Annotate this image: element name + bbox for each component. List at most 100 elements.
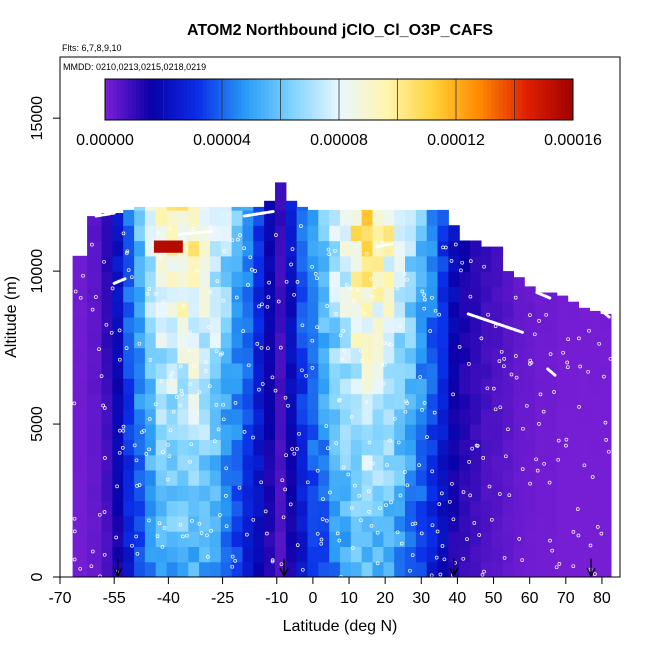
sample-point xyxy=(216,427,221,432)
sample-point xyxy=(513,295,518,300)
heatmap-cell xyxy=(134,424,146,440)
heatmap-cell xyxy=(285,546,298,563)
sample-point xyxy=(121,424,126,429)
heatmap-cell xyxy=(72,561,88,577)
heatmap-cell xyxy=(600,393,612,410)
colorbar-segment xyxy=(280,79,285,120)
sample-point xyxy=(571,564,576,569)
sample-point xyxy=(259,345,264,350)
heatmap-cell xyxy=(112,255,124,272)
heatmap-cell xyxy=(415,515,428,532)
heatmap-cell xyxy=(101,240,113,257)
heatmap-cell xyxy=(72,317,88,333)
heatmap-cell xyxy=(556,408,569,425)
heatmap-cell xyxy=(394,378,406,395)
sample-point xyxy=(118,428,122,433)
colorbar-segment xyxy=(506,79,512,120)
sample-point xyxy=(385,463,389,467)
heatmap-cell xyxy=(329,531,341,547)
heatmap-cell xyxy=(112,271,124,287)
heatmap-cell xyxy=(253,561,265,577)
heatmap-cell xyxy=(112,485,124,502)
heatmap-cell xyxy=(101,531,113,547)
heatmap-cell xyxy=(275,531,287,547)
heatmap-cell xyxy=(253,531,265,547)
heatmap-cell xyxy=(275,546,287,563)
sample-point xyxy=(270,558,275,562)
heatmap-cell xyxy=(199,424,211,440)
heatmap-cell xyxy=(448,408,460,425)
heatmap-cell xyxy=(437,408,449,425)
heatmap-cell xyxy=(545,531,558,547)
x-tick-label: 80 xyxy=(593,590,611,607)
sample-point xyxy=(188,382,193,387)
heatmap-cell xyxy=(470,531,482,547)
heatmap-cell xyxy=(209,271,222,287)
heatmap-cell xyxy=(209,485,222,502)
heatmap-cell xyxy=(437,393,449,410)
sample-point xyxy=(205,533,209,538)
heatmap-cell xyxy=(415,561,428,577)
heatmap-cell xyxy=(155,209,168,226)
heatmap-cell xyxy=(144,225,157,242)
heatmap-cell xyxy=(134,408,146,425)
heatmap-cell xyxy=(480,286,493,303)
sample-point xyxy=(276,299,281,304)
sample-point xyxy=(153,402,158,407)
heatmap-cell xyxy=(415,240,428,257)
heatmap-cell xyxy=(361,362,374,379)
heatmap-cell xyxy=(264,393,276,410)
heatmap-cell xyxy=(372,531,384,547)
heatmap-cell xyxy=(177,206,189,211)
heatmap-cell xyxy=(405,439,417,456)
plot-frame xyxy=(59,56,621,578)
heatmap-cell xyxy=(253,317,265,333)
colorbar-segment xyxy=(268,79,274,120)
heatmap-cell xyxy=(589,454,601,471)
heatmap-cell xyxy=(231,439,243,456)
sample-point xyxy=(388,438,392,443)
heatmap-cell xyxy=(394,469,406,486)
heatmap-cell xyxy=(112,546,124,563)
heatmap-cell xyxy=(285,240,298,257)
sample-point xyxy=(338,333,343,338)
heatmap-cell xyxy=(589,393,601,410)
heatmap-cell xyxy=(502,317,514,333)
colorbar-segment xyxy=(471,79,476,120)
sample-point xyxy=(310,264,314,269)
heatmap-cell xyxy=(578,546,590,563)
heatmap-cell xyxy=(253,362,265,379)
sample-point xyxy=(188,459,192,464)
heatmap-cell xyxy=(448,317,460,333)
sample-point xyxy=(171,409,176,414)
heatmap-cell xyxy=(459,393,471,410)
sample-point xyxy=(90,549,95,554)
heatmap-cell xyxy=(231,362,243,379)
sample-point xyxy=(517,537,522,541)
heatmap-cell xyxy=(524,393,536,410)
heatmap-cell xyxy=(318,317,330,333)
heatmap-cell xyxy=(437,515,449,532)
heatmap-cell xyxy=(220,393,233,410)
heatmap-cell xyxy=(361,546,374,563)
heatmap-cell xyxy=(513,378,525,395)
colorbar-segment xyxy=(440,79,445,120)
heatmap-cell xyxy=(123,515,135,532)
heatmap-cell xyxy=(253,408,265,425)
heatmap-cell xyxy=(361,439,374,456)
heatmap-cell xyxy=(101,255,113,272)
sample-point xyxy=(135,484,139,488)
heatmap-cell xyxy=(285,439,298,456)
heatmap-cell xyxy=(307,209,319,226)
heatmap-cell xyxy=(101,271,113,287)
sample-point xyxy=(537,422,541,426)
colorbar-segment xyxy=(448,79,453,120)
colorbar-segment xyxy=(241,79,246,120)
colorbar-segment xyxy=(323,79,328,120)
sample-point xyxy=(497,492,502,496)
heatmap-cell xyxy=(600,439,612,456)
heatmap-cell xyxy=(502,332,514,349)
sample-point xyxy=(281,515,286,520)
heatmap-cell xyxy=(253,301,265,318)
heatmap-cell xyxy=(361,347,374,364)
